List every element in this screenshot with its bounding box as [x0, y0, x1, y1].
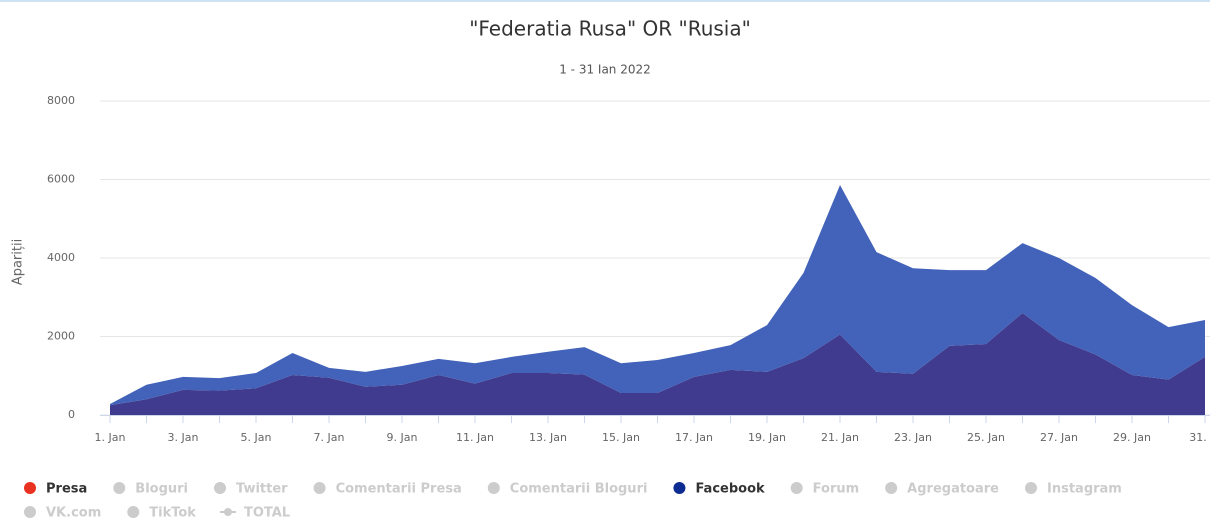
legend-symbol	[790, 482, 803, 494]
legend-label: Comentarii Bloguri	[510, 482, 648, 497]
legend-label: Comentarii Presa	[336, 482, 462, 497]
chart-subtitle: 1 - 31 Ian 2022	[559, 63, 651, 77]
legend-label: Twitter	[236, 482, 288, 497]
legend-symbol	[885, 482, 898, 494]
legend-item[interactable]: Agregatoare	[885, 482, 999, 497]
area	[110, 312, 1205, 415]
x-tick-label: 19. Jan	[748, 431, 786, 444]
legend-symbol	[313, 482, 326, 494]
area	[110, 184, 1205, 406]
legend-symbol	[214, 482, 227, 494]
legend-item[interactable]: TikTok	[127, 506, 196, 521]
y-tick-label: 6000	[47, 173, 75, 186]
legend-symbol	[24, 482, 36, 494]
x-tick-label: 23. Jan	[894, 431, 932, 444]
legend-label: TOTAL	[244, 506, 290, 521]
legend-symbol	[673, 482, 686, 494]
x-tick-label: 21. Jan	[821, 431, 859, 444]
legend-label: Instagram	[1047, 482, 1122, 497]
legend-symbol	[1025, 482, 1037, 494]
x-tick-label: 13. Jan	[529, 431, 567, 444]
legend-symbol	[113, 482, 126, 494]
legend-label: TikTok	[149, 506, 196, 521]
legend-item[interactable]: Facebook	[673, 482, 765, 497]
legend-label: Forum	[813, 482, 860, 497]
y-tick-label: 0	[68, 408, 75, 421]
legend-symbol	[127, 506, 140, 518]
x-tick-label: 1. Jan	[95, 431, 126, 444]
y-axis-label: Apariții	[11, 239, 26, 285]
legend-item[interactable]: Comentarii Bloguri	[487, 482, 648, 497]
x-tick-label: 31. ...	[1189, 431, 1210, 444]
x-tick-label: 15. Jan	[602, 431, 640, 444]
x-tick-label: 27. Jan	[1040, 431, 1078, 444]
legend-label: Agregatoare	[907, 482, 999, 497]
x-tick-label: 17. Jan	[675, 431, 713, 444]
x-tick-label: 7. Jan	[314, 431, 345, 444]
x-tick-label: 29. Jan	[1113, 431, 1151, 444]
x-tick-label: 9. Jan	[387, 431, 418, 444]
legend-item[interactable]: Forum	[790, 482, 860, 497]
legend-symbol	[24, 506, 36, 518]
x-tick-label: 3. Jan	[168, 431, 199, 444]
legend-symbol	[487, 482, 500, 494]
x-tick-label: 11. Jan	[456, 431, 494, 444]
legend-label: Facebook	[695, 482, 765, 497]
y-tick-label: 2000	[47, 330, 75, 343]
legend-item[interactable]: TOTAL	[219, 506, 290, 521]
x-tick-label: 5. Jan	[241, 431, 272, 444]
y-tick-label: 8000	[47, 94, 75, 107]
legend-item[interactable]: Twitter	[214, 482, 288, 497]
legend-symbol	[223, 508, 232, 516]
legend-label: Bloguri	[135, 482, 188, 497]
legend-label: Presa	[46, 482, 87, 497]
legend-label: VK.com	[46, 506, 101, 521]
legend-item[interactable]: Comentarii Presa	[313, 482, 462, 497]
y-tick-label: 4000	[47, 251, 75, 264]
legend-item[interactable]: Instagram	[1025, 482, 1122, 497]
legend-item[interactable]: Bloguri	[113, 482, 188, 497]
x-tick-label: 25. Jan	[967, 431, 1005, 444]
legend-item[interactable]: Presa	[24, 482, 87, 497]
legend-item[interactable]: VK.com	[24, 506, 101, 521]
chart-title: "Federatia Rusa" OR "Rusia"	[469, 17, 751, 41]
